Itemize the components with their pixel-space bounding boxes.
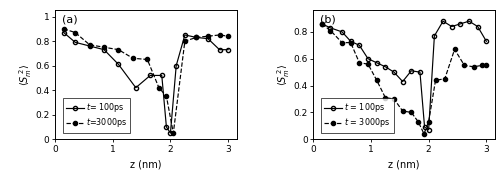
$t$ = 100ps xyxy=(319,23,325,25)
Y-axis label: $\langle S_m^{\ 2}\rangle$: $\langle S_m^{\ 2}\rangle$ xyxy=(275,64,292,86)
$t$ = 100ps xyxy=(382,66,388,68)
$t$ = 100ps xyxy=(440,20,446,22)
$t$ = 100ps xyxy=(356,44,362,46)
$t$ = 3000ps xyxy=(365,63,371,65)
$t$ = 100ps xyxy=(448,25,454,27)
$t$ = 3000ps xyxy=(348,42,354,44)
$t$ = 3000ps xyxy=(319,23,325,25)
$t$ = 3000ps xyxy=(470,66,476,68)
$t$ = 3000ps xyxy=(391,98,397,100)
$t$ = 3000ps xyxy=(442,78,448,80)
Legend: $t$= 100ps, $t$=3000ps: $t$= 100ps, $t$=3000ps xyxy=(62,98,130,133)
$t$= 100ps xyxy=(116,63,121,65)
$t$= 100ps xyxy=(133,87,139,89)
$t$= 100ps xyxy=(164,126,170,128)
$t$ = 3000ps xyxy=(452,48,458,50)
$t$ = 100ps xyxy=(422,126,428,128)
$t$=3000ps xyxy=(144,58,150,61)
$t$ = 100ps xyxy=(426,129,432,131)
$t$ = 100ps xyxy=(474,25,480,27)
Line: $t$ = 3000ps: $t$ = 3000ps xyxy=(320,22,488,136)
$t$= 100ps xyxy=(182,34,188,36)
Line: $t$=3000ps: $t$=3000ps xyxy=(62,27,230,135)
Line: $t$ = 100ps: $t$ = 100ps xyxy=(320,19,488,132)
$t$ = 100ps xyxy=(328,27,334,29)
$t$ = 3000ps xyxy=(462,64,468,66)
$t$ = 3000ps xyxy=(415,121,421,123)
X-axis label: z (nm): z (nm) xyxy=(388,159,420,169)
$t$ = 3000ps xyxy=(426,121,432,123)
$t$=3000ps xyxy=(156,87,162,89)
Y-axis label: $\langle S_m^{\ 2}\rangle$: $\langle S_m^{\ 2}\rangle$ xyxy=(17,64,34,86)
$t$=3000ps xyxy=(216,34,222,36)
$t$=3000ps xyxy=(101,46,107,48)
$t$= 100ps xyxy=(168,132,173,134)
$t$ = 3000ps xyxy=(339,42,345,44)
$t$=3000ps xyxy=(164,95,170,97)
$t$ = 100ps xyxy=(374,62,380,64)
$t$ = 100ps xyxy=(391,71,397,73)
$t$= 100ps xyxy=(159,74,165,77)
Text: (a): (a) xyxy=(62,14,78,24)
$t$= 100ps xyxy=(225,49,231,51)
$t$ = 3000ps xyxy=(421,133,427,135)
Legend: $t$ = 100ps, $t$ = 3000ps: $t$ = 100ps, $t$ = 3000ps xyxy=(321,98,394,133)
$t$ = 100ps xyxy=(400,81,406,83)
$t$ = 3000ps xyxy=(484,64,490,66)
$t$=3000ps xyxy=(182,40,188,42)
$t$ = 3000ps xyxy=(328,30,334,32)
$t$=3000ps xyxy=(72,31,78,34)
$t$= 100ps xyxy=(194,36,200,38)
$t$ = 3000ps xyxy=(478,64,484,66)
$t$ = 100ps xyxy=(339,31,345,33)
$t$= 100ps xyxy=(60,31,66,34)
$t$=3000ps xyxy=(225,35,231,37)
Line: $t$= 100ps: $t$= 100ps xyxy=(62,30,230,135)
$t$= 100ps xyxy=(101,49,107,51)
$t$ = 3000ps xyxy=(408,111,414,113)
$t$=3000ps xyxy=(60,28,66,30)
$t$ = 100ps xyxy=(417,71,423,73)
X-axis label: z (nm): z (nm) xyxy=(130,159,162,169)
$t$=3000ps xyxy=(130,57,136,59)
$t$= 100ps xyxy=(216,49,222,51)
$t$= 100ps xyxy=(86,45,92,47)
$t$ = 3000ps xyxy=(374,79,380,81)
$t$= 100ps xyxy=(72,41,78,43)
$t$=3000ps xyxy=(170,132,176,134)
$t$ = 100ps xyxy=(432,35,438,37)
$t$ = 3000ps xyxy=(356,62,362,64)
$t$ = 3000ps xyxy=(432,79,438,81)
$t$ = 100ps xyxy=(484,40,490,42)
$t$=3000ps xyxy=(116,49,121,51)
$t$ = 100ps xyxy=(365,58,371,60)
$t$= 100ps xyxy=(205,38,211,40)
$t$=3000ps xyxy=(86,44,92,46)
$t$ = 100ps xyxy=(408,70,414,72)
$t$ = 100ps xyxy=(466,20,472,22)
$t$= 100ps xyxy=(173,65,179,67)
$t$ = 100ps xyxy=(348,40,354,42)
Text: (b): (b) xyxy=(320,14,336,24)
$t$=3000ps xyxy=(194,36,200,38)
$t$= 100ps xyxy=(147,74,153,77)
$t$ = 3000ps xyxy=(400,110,406,112)
$t$=3000ps xyxy=(205,35,211,37)
$t$ = 100ps xyxy=(458,23,464,25)
$t$ = 3000ps xyxy=(382,97,388,99)
